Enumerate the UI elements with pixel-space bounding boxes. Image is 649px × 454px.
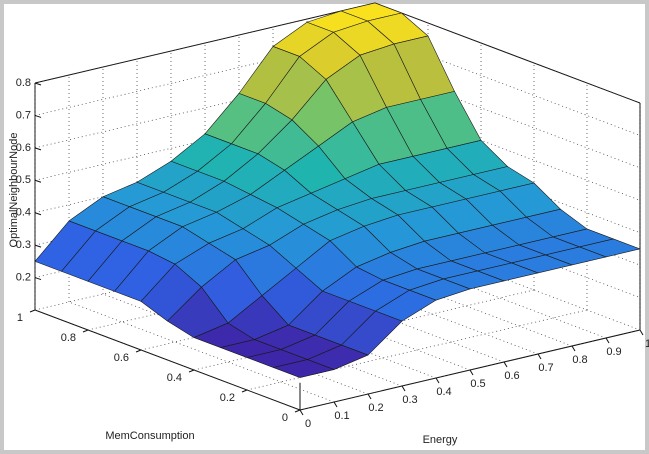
z-tick-label: 0.3 bbox=[16, 239, 31, 251]
x-tick-label: 0.8 bbox=[572, 354, 587, 366]
y-tick-label: 0.2 bbox=[220, 392, 235, 404]
labels: 0.2 0.3 0.4 0.5 0.6 0.7 0.8 0 0.1 0.2 0.3 0.4 0.5 0.6… bbox=[16, 77, 649, 430]
tick-mark bbox=[294, 409, 301, 413]
x-tick-label: 0.6 bbox=[504, 370, 519, 382]
grid-line bbox=[102, 293, 369, 395]
z-tick-label: 0.5 bbox=[16, 174, 31, 186]
y-tick-label: 0.4 bbox=[167, 372, 182, 384]
box-edge bbox=[34, 2, 376, 84]
tick-mark bbox=[135, 349, 142, 353]
y-axis-label: MemConsumption bbox=[105, 430, 194, 442]
z-tick-label: 0.6 bbox=[16, 142, 31, 154]
grid-line bbox=[68, 301, 335, 403]
tick-mark bbox=[188, 369, 195, 373]
x-tick-label: 0.5 bbox=[470, 378, 485, 390]
z-tick-label: 0.2 bbox=[16, 271, 31, 283]
x-axis-label: Energy bbox=[423, 434, 458, 446]
tick-mark bbox=[34, 179, 42, 183]
y-tick-label: 0 bbox=[282, 412, 288, 424]
y-tick-label: 0.6 bbox=[114, 352, 129, 364]
x-tick-label: 0.1 bbox=[334, 410, 349, 422]
y-tick-label: 1 bbox=[17, 312, 23, 324]
grid-line bbox=[374, 99, 641, 201]
tick-mark bbox=[435, 377, 440, 384]
z-tick-label: 0.7 bbox=[16, 109, 31, 121]
tick-mark bbox=[34, 82, 42, 86]
tick-mark bbox=[639, 329, 644, 336]
tick-mark bbox=[401, 385, 406, 392]
tick-mark bbox=[571, 345, 576, 352]
tick-mark bbox=[34, 212, 42, 216]
z-tick-label: 0.8 bbox=[16, 77, 31, 89]
tick-mark bbox=[299, 409, 304, 416]
tick-mark bbox=[537, 353, 542, 360]
x-tick-label: 0.4 bbox=[436, 386, 451, 398]
z-tick-label: 0.4 bbox=[16, 207, 31, 219]
tick-mark bbox=[469, 369, 474, 376]
grid-line bbox=[374, 197, 641, 298]
tick-mark bbox=[82, 329, 89, 333]
z-axis-label: OptimalNeighbourNode bbox=[8, 133, 20, 248]
grid-line bbox=[34, 309, 301, 411]
x-tick-label: 0.3 bbox=[402, 394, 417, 406]
grid-line bbox=[374, 132, 641, 234]
tick-mark bbox=[333, 401, 338, 408]
y-tick-label: 0.8 bbox=[61, 332, 76, 344]
x-tick-label: 0.2 bbox=[368, 402, 383, 414]
tick-mark bbox=[34, 277, 42, 281]
tick-mark bbox=[503, 361, 508, 368]
grid-line bbox=[374, 67, 641, 169]
x-tick-label: 0.9 bbox=[606, 346, 621, 358]
x-tick-label: 0 bbox=[305, 418, 311, 430]
tick-mark bbox=[241, 389, 248, 393]
tick-mark bbox=[34, 147, 42, 151]
tick-mark bbox=[367, 393, 372, 400]
tick-mark bbox=[29, 309, 36, 313]
grid-line bbox=[374, 35, 641, 136]
surface-patch bbox=[273, 359, 335, 378]
tick-mark bbox=[34, 114, 42, 118]
grid-line bbox=[374, 2, 641, 104]
surface bbox=[34, 2, 641, 378]
tick-mark bbox=[605, 337, 610, 344]
x-tick-label: 1 bbox=[645, 338, 649, 350]
x-tick-label: 0.7 bbox=[538, 362, 553, 374]
tick-mark bbox=[34, 244, 42, 248]
